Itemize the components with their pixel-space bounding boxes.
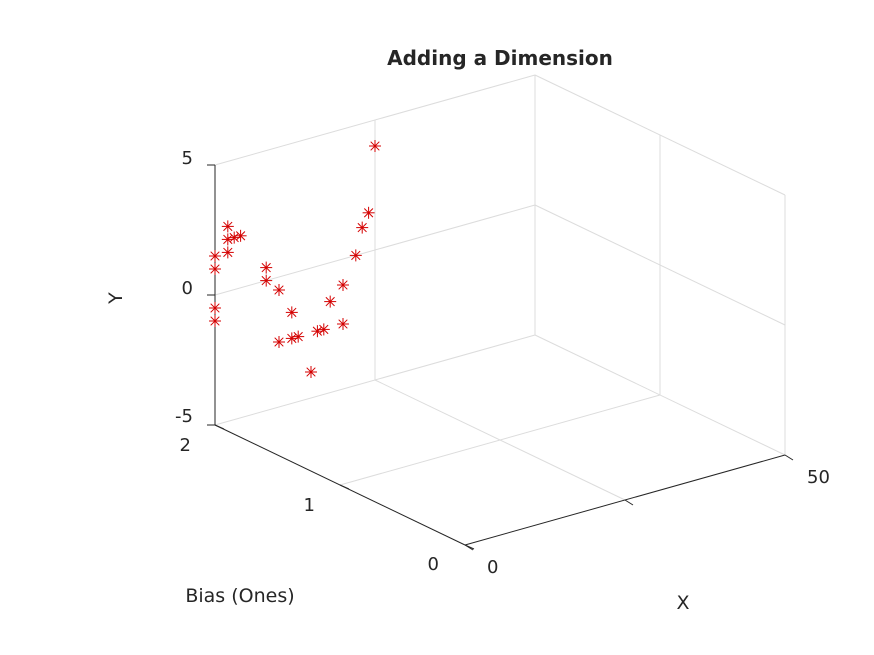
data-point-14-stroke-3 — [287, 333, 297, 344]
data-point-13-stroke-3 — [274, 337, 284, 347]
y-tick-label-5: 5 — [182, 148, 193, 169]
data-point-12 — [285, 306, 298, 319]
y-tick-label-0: 0 — [182, 278, 193, 299]
data-point-21-stroke-3 — [338, 280, 348, 290]
x-tick-mark-1 — [624, 499, 634, 506]
x-tick-label-50: 50 — [807, 467, 830, 488]
data-point-0-stroke-3 — [210, 264, 220, 274]
data-point-2-stroke-3 — [210, 316, 220, 326]
z-tick-mark-1 — [339, 484, 350, 490]
data-point-23 — [356, 221, 369, 234]
data-point-12-stroke-3 — [287, 307, 297, 318]
data-point-13 — [273, 336, 285, 348]
y-axis-label: Y — [105, 292, 127, 305]
data-point-19 — [324, 295, 337, 308]
data-point-15 — [292, 330, 305, 343]
data-point-10 — [260, 274, 273, 287]
data-point-24-stroke-3 — [363, 208, 374, 218]
data-point-18-stroke-3 — [319, 324, 329, 335]
data-point-1-stroke-3 — [210, 303, 220, 313]
data-point-20-stroke-3 — [338, 319, 348, 329]
data-point-10-stroke-3 — [261, 275, 271, 286]
data-point-19-stroke-3 — [325, 296, 335, 307]
data-point-23-stroke-3 — [357, 222, 367, 233]
x-tick-mark-0 — [464, 544, 474, 551]
data-point-2 — [209, 315, 221, 327]
x-tick-mark-2 — [784, 454, 794, 461]
data-point-3-stroke-3 — [210, 251, 220, 261]
y-tick-label-neg5: -5 — [175, 406, 193, 427]
data-point-16 — [305, 366, 317, 378]
z-tick-label-2: 2 — [180, 435, 191, 456]
axes-lines — [207, 164, 794, 551]
data-point-16-stroke-3 — [306, 367, 316, 377]
data-point-18 — [317, 323, 330, 336]
chart-title: Adding a Dimension — [387, 46, 613, 70]
data-point-9 — [260, 261, 273, 274]
data-point-22 — [349, 249, 362, 262]
data-point-0 — [209, 263, 221, 275]
data-point-7 — [228, 231, 241, 244]
data-point-24 — [362, 206, 375, 219]
grid-x-mid-floor — [374, 379, 626, 501]
data-point-11-stroke-3 — [274, 285, 284, 295]
data-point-9-stroke-3 — [261, 262, 271, 273]
data-point-8 — [234, 229, 247, 242]
z-tick-label-0: 0 — [428, 554, 439, 575]
data-point-4-stroke-3 — [223, 247, 233, 258]
data-point-21 — [337, 279, 349, 291]
x-tick-label-0: 0 — [487, 557, 498, 578]
data-point-6-stroke-3 — [223, 221, 233, 232]
data-point-11 — [273, 284, 285, 296]
data-point-20 — [337, 318, 349, 330]
data-point-25 — [369, 140, 381, 152]
data-point-3 — [209, 250, 221, 262]
data-markers — [209, 140, 381, 378]
x-axis-label: X — [676, 592, 689, 614]
data-point-17-stroke-3 — [312, 326, 323, 336]
z-axis-label: Bias (Ones) — [185, 585, 294, 607]
data-point-4 — [221, 246, 234, 259]
z-tick-mark-2 — [214, 424, 225, 430]
z-tick-label-1: 1 — [304, 495, 315, 516]
data-point-22-stroke-3 — [351, 250, 361, 261]
data-point-15-stroke-3 — [293, 331, 303, 342]
data-point-25-stroke-3 — [370, 141, 380, 151]
data-point-1 — [209, 302, 221, 314]
data-point-7-stroke-3 — [229, 232, 239, 243]
data-point-6 — [221, 220, 234, 233]
axes-grid — [214, 74, 786, 501]
data-point-5-stroke-3 — [223, 234, 233, 245]
data-point-8-stroke-3 — [235, 231, 246, 241]
